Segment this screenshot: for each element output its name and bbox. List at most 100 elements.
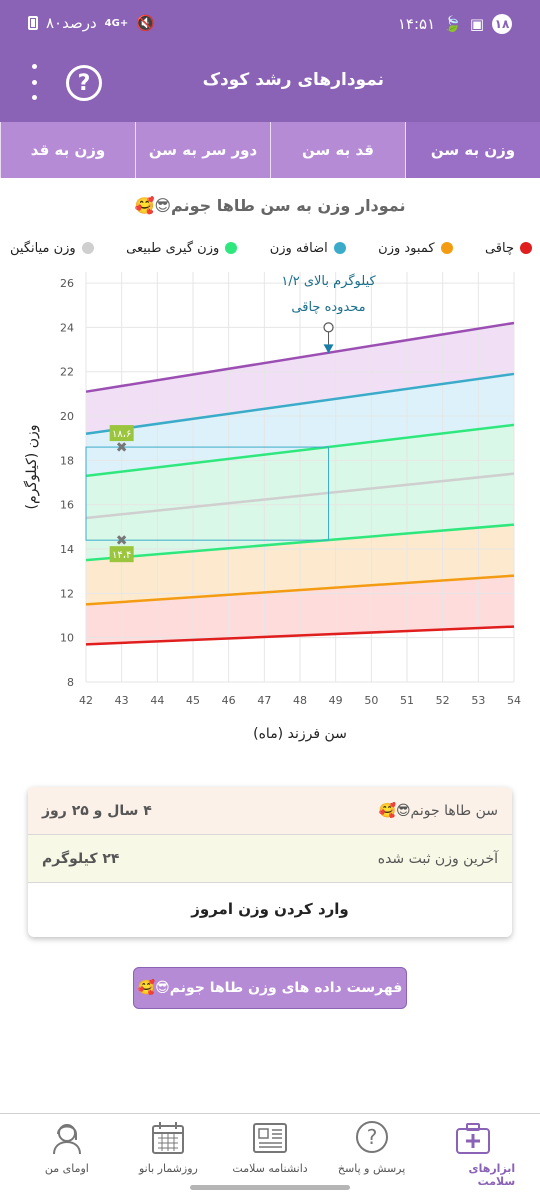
svg-text:?: ? bbox=[366, 1125, 377, 1149]
battery-icon bbox=[28, 16, 38, 30]
legend-dot bbox=[440, 242, 453, 254]
series-line-5 bbox=[85, 372, 515, 436]
nav-label: ابزارهای سلامت bbox=[468, 1162, 516, 1188]
weight-for-age-chart: 42 43 44 45 46 47 48 49 50 51 52 53 54 8 10 12 14 16 18 20 2… bbox=[23, 272, 521, 742]
marker-label-bg bbox=[109, 425, 134, 442]
legend-dot bbox=[81, 242, 94, 254]
y-tick-label: 14 bbox=[60, 543, 74, 556]
x-tick-label: 52 bbox=[436, 694, 450, 707]
notification-count: ۱۸ bbox=[492, 14, 512, 34]
page-title: نمودارهای رشد کودک bbox=[202, 70, 384, 90]
x-tick-label: 51 bbox=[400, 694, 414, 707]
legend-item-normal[interactable]: وزن گیری طبیعی bbox=[126, 238, 238, 258]
woman-avatar-icon bbox=[47, 1118, 87, 1158]
tab-head-for-age[interactable]: دور سر به سن bbox=[135, 122, 270, 178]
network-text: 4G+ bbox=[104, 17, 129, 29]
x-tick-label: 54 bbox=[507, 694, 521, 707]
y-tick-label: 16 bbox=[60, 499, 74, 512]
series-line-2 bbox=[85, 523, 515, 562]
tab-height-for-age[interactable]: قد به سن bbox=[270, 122, 405, 178]
weight-value: ۲۴ کیلوگرم bbox=[42, 850, 120, 867]
leaf-icon: 🍃 bbox=[443, 15, 462, 33]
nav-label: روزشمار بانو bbox=[139, 1162, 198, 1175]
chart-title: نمودار وزن به سن طاها جونم😎🥰 bbox=[134, 196, 406, 215]
legend-item-overweight[interactable]: اضافه وزن bbox=[270, 238, 346, 258]
legend-item-obese[interactable]: چاقی bbox=[485, 238, 532, 258]
y-tick-label: 18 bbox=[60, 454, 74, 467]
status-bar: ۸۰درصد 4G+ 🔇 ۱۴:۵۱ 🍃 ▣ ۱۸ bbox=[0, 0, 540, 44]
nav-encyclopedia[interactable]: دانشنامه سلامت bbox=[228, 1118, 312, 1188]
x-axis-label: سن فرزند (ماه) bbox=[253, 726, 347, 742]
app-bar: ? نمودارهای رشد کودک bbox=[0, 44, 540, 122]
series-line-3 bbox=[85, 472, 515, 520]
legend-label: وزن گیری طبیعی bbox=[126, 240, 220, 256]
legend-label: چاقی bbox=[484, 240, 514, 256]
nav-my-profile[interactable]: اومای من bbox=[25, 1118, 109, 1188]
bottom-nav: ابزارهای سلامت ? پرسش و پاسخ دانشنامه سل… bbox=[0, 1113, 540, 1200]
weight-list-button[interactable]: فهرست داده های وزن طاها جونم😎🥰 bbox=[133, 967, 407, 1009]
legend-label: کمبود وزن bbox=[378, 240, 435, 256]
tab-weight-for-height[interactable]: وزن به قد bbox=[0, 122, 135, 178]
x-tick-label: 47 bbox=[257, 694, 271, 707]
nav-qa[interactable]: ? پرسش و پاسخ bbox=[330, 1118, 414, 1188]
chart-legend: چاقی کمبود وزن اضافه وزن وزن گیری طبیعی … bbox=[10, 238, 532, 258]
age-row: سن طاها جونم😎🥰 ۴ سال و ۲۵ روز bbox=[28, 787, 512, 835]
nav-label: دانشنامه سلامت bbox=[232, 1162, 308, 1175]
marker-label: ۱۴،۴ bbox=[112, 550, 131, 561]
guide-box bbox=[85, 446, 330, 541]
enter-weight-button[interactable]: وارد کردن وزن امروز bbox=[191, 900, 349, 918]
tab-weight-for-age[interactable]: وزن به سن bbox=[405, 122, 540, 178]
age-label: سن طاها جونم😎🥰 bbox=[378, 802, 498, 819]
x-tick-label: 42 bbox=[79, 694, 93, 707]
y-tick-label: 12 bbox=[60, 587, 74, 600]
age-value: ۴ سال و ۲۵ روز bbox=[42, 802, 152, 819]
calendar-icon bbox=[148, 1118, 188, 1158]
current-weight-point bbox=[323, 322, 334, 333]
y-tick-label: 26 bbox=[60, 277, 74, 290]
series-line-0 bbox=[85, 625, 515, 646]
legend-label: اضافه وزن bbox=[269, 240, 328, 256]
annotation-text: ۱/۲ کیلوگرم بالای bbox=[281, 273, 376, 289]
legend-dot bbox=[520, 242, 532, 254]
clock: ۱۴:۵۱ bbox=[397, 15, 436, 33]
home-indicator bbox=[190, 1185, 350, 1190]
nav-calendar[interactable]: روزشمار بانو bbox=[126, 1118, 210, 1188]
newspaper-icon bbox=[250, 1118, 290, 1158]
y-axis-label: وزن (کیلوگرم) bbox=[23, 425, 40, 510]
status-bar-left: ۸۰درصد 4G+ 🔇 bbox=[28, 14, 155, 32]
legend-item-average[interactable]: وزن میانگین bbox=[10, 238, 94, 258]
mute-icon: 🔇 bbox=[136, 14, 155, 32]
chart-tabs: وزن به سن قد به سن دور سر به سن وزن به ق… bbox=[0, 122, 540, 178]
y-tick-label: 24 bbox=[60, 321, 74, 334]
x-tick-label: 50 bbox=[364, 694, 378, 707]
x-tick-label: 53 bbox=[471, 694, 485, 707]
info-card: سن طاها جونم😎🥰 ۴ سال و ۲۵ روز آخرین وزن … bbox=[28, 787, 512, 937]
x-tick-label: 45 bbox=[186, 694, 200, 707]
nav-label: اومای من bbox=[44, 1162, 89, 1175]
nav-health-tools[interactable]: ابزارهای سلامت bbox=[431, 1118, 515, 1188]
annotation-text: محدوده چاقی bbox=[291, 300, 365, 315]
x-tick-label: 48 bbox=[293, 694, 307, 707]
status-bar-right: ۱۴:۵۱ 🍃 ▣ ۱۸ bbox=[398, 14, 512, 34]
x-tick-label: 44 bbox=[150, 694, 164, 707]
y-tick-label: 8 bbox=[67, 676, 74, 689]
x-tick-label: 43 bbox=[115, 694, 129, 707]
current-weight-marker bbox=[323, 344, 334, 354]
nav-label: پرسش و پاسخ bbox=[337, 1162, 406, 1175]
series-line-4 bbox=[85, 423, 515, 478]
question-bubble-icon: ? bbox=[352, 1118, 392, 1158]
x-tick-label: 49 bbox=[329, 694, 343, 707]
y-tick-label: 10 bbox=[60, 632, 74, 645]
battery-text: ۸۰درصد bbox=[46, 14, 97, 32]
marker-label-bg bbox=[109, 546, 134, 563]
y-tick-label: 20 bbox=[60, 410, 74, 423]
weight-label: آخرین وزن ثبت شده bbox=[377, 850, 498, 867]
marker-label: ۱۸،۶ bbox=[112, 429, 131, 440]
question-circle-icon[interactable]: ? bbox=[66, 65, 102, 101]
series-line-1 bbox=[85, 574, 515, 606]
legend-dot bbox=[225, 242, 238, 254]
image-icon: ▣ bbox=[469, 15, 484, 33]
marker-point: ✖ bbox=[116, 440, 128, 456]
more-vertical-icon[interactable] bbox=[28, 64, 40, 100]
legend-item-underweight[interactable]: کمبود وزن bbox=[378, 238, 453, 258]
